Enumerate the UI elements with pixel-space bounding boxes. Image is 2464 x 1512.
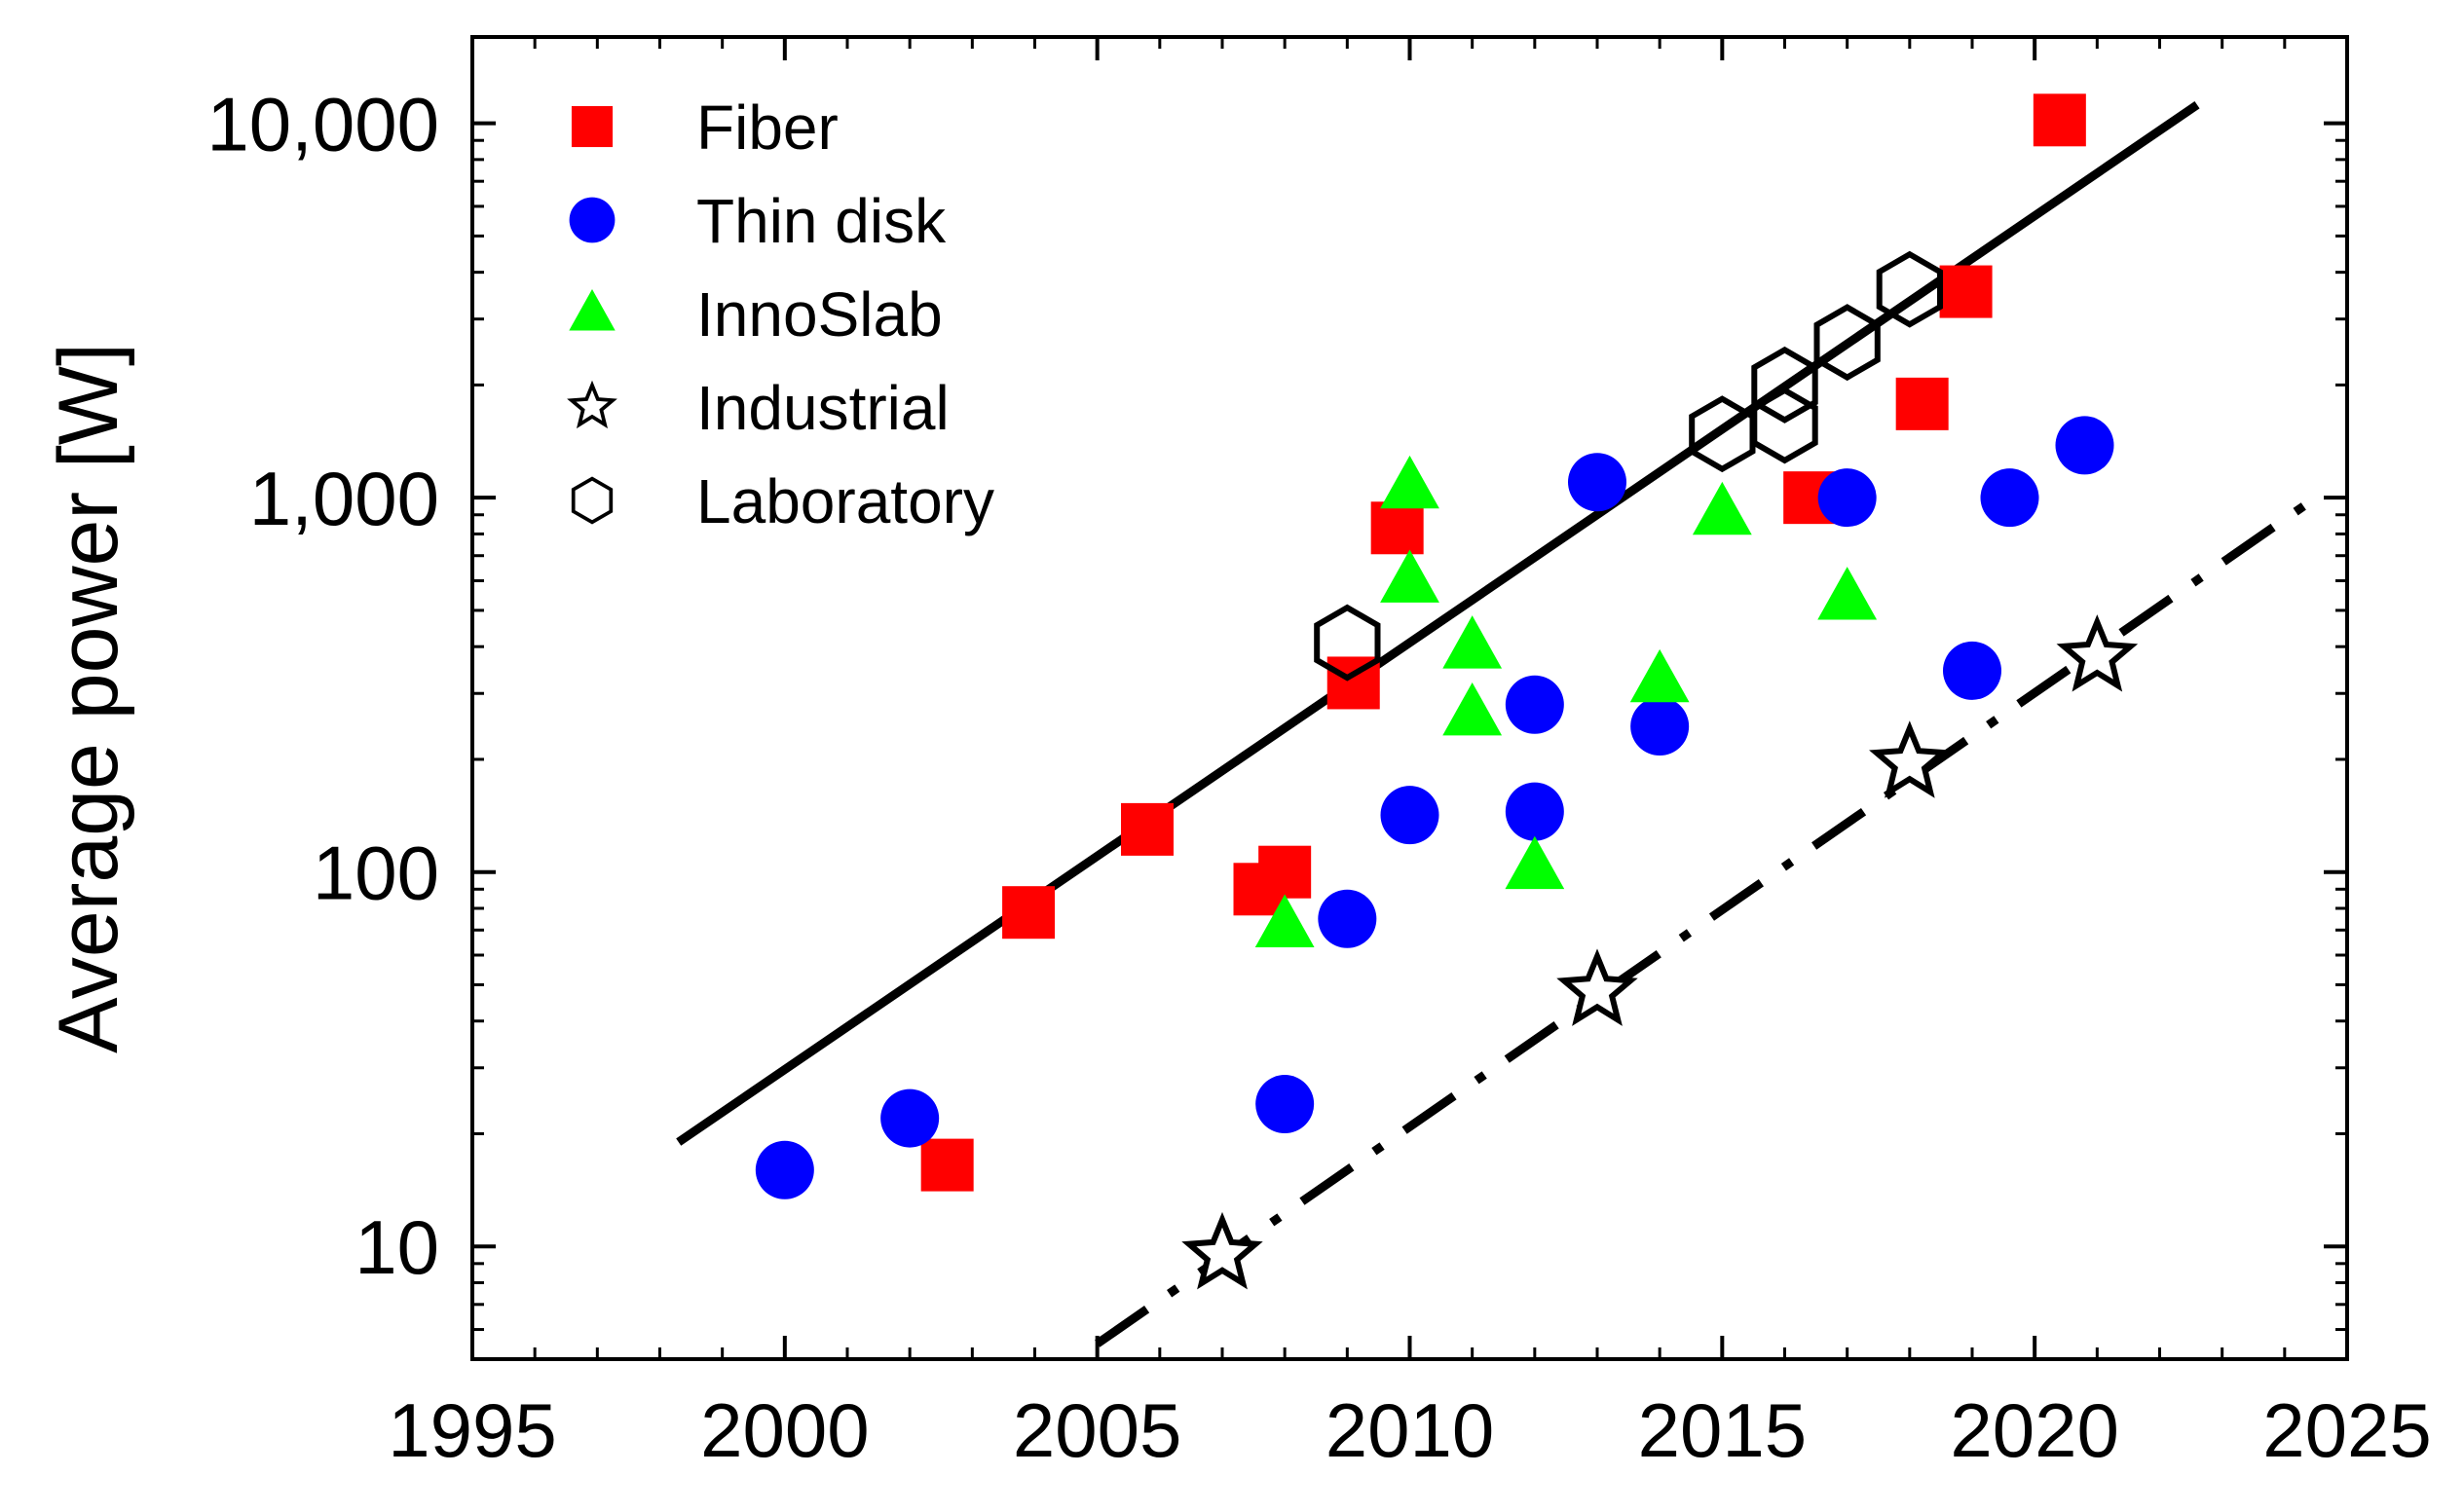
laboratory-point — [1751, 387, 1818, 464]
thin-disk-point — [1568, 453, 1626, 512]
thin-disk-point — [1817, 468, 1877, 528]
innoslab-point — [1380, 549, 1439, 603]
laboratory-point — [1751, 346, 1818, 424]
thin-disk-point — [2055, 416, 2114, 475]
thin-disk-point — [880, 1088, 940, 1148]
thin-disk-point — [1630, 697, 1690, 756]
data-markers — [755, 93, 2139, 1290]
industrial-point — [1869, 720, 1951, 798]
fiber-point — [1258, 845, 1312, 899]
legend-symbol-innoslab — [569, 289, 616, 331]
thin-disk-point — [1255, 1075, 1315, 1134]
fiber-point — [1895, 377, 1949, 430]
y-tick-label: 100 — [313, 830, 439, 916]
thin-disk-point — [1380, 786, 1439, 845]
legend: Fiber Thin disk InnoSlab Industrial Laborato… — [567, 92, 994, 536]
fiber-point — [1939, 265, 1993, 318]
fiber-point — [1002, 886, 1056, 940]
innoslab-point — [1442, 615, 1503, 669]
y-tick-labels: 10 100 1,000 10,000 — [206, 82, 439, 1291]
legend-label-laboratory: Laboratory — [696, 466, 994, 536]
legend-symbol-thin-disk — [569, 197, 616, 243]
innoslab-point — [1254, 894, 1315, 947]
legend-symbol-industrial — [567, 380, 617, 429]
innoslab-point — [1505, 835, 1565, 890]
x-tick-label: 2005 — [1013, 1387, 1182, 1473]
thin-disk-point — [1318, 889, 1377, 948]
thin-disk-point — [755, 1140, 814, 1199]
industrial-point — [1181, 1211, 1263, 1290]
legend-label-thin-disk: Thin disk — [696, 186, 947, 256]
fiber-point — [1121, 802, 1174, 856]
legend-label-innoslab: InnoSlab — [696, 279, 943, 350]
fiber-point — [2033, 93, 2086, 147]
innoslab-point — [1817, 567, 1878, 620]
x-tick-label: 2010 — [1325, 1387, 1495, 1473]
innoslab-point — [1442, 682, 1503, 736]
fiber-point — [1370, 501, 1424, 555]
legend-symbol-laboratory — [571, 476, 614, 525]
thin-disk-point — [1505, 675, 1564, 734]
x-tick-label: 2025 — [2262, 1387, 2432, 1473]
y-tick-label: 1,000 — [249, 456, 439, 541]
x-tick-label: 2015 — [1638, 1387, 1808, 1473]
laboratory-point — [1813, 304, 1881, 382]
y-tick-label: 10,000 — [206, 82, 439, 167]
x-tick-labels: 1995 2000 2005 2010 2015 2020 2025 — [388, 1387, 2432, 1473]
y-tick-label: 10 — [355, 1204, 439, 1290]
x-tick-label: 2020 — [1950, 1387, 2119, 1473]
industrial-point — [2056, 614, 2139, 692]
thin-disk-point — [1505, 782, 1564, 841]
legend-label-industrial: Industrial — [696, 373, 950, 443]
industrial-point — [1556, 948, 1638, 1026]
laboratory-point — [1876, 250, 1943, 328]
plot-frame — [470, 35, 2349, 1361]
innoslab-point — [1692, 481, 1752, 535]
legend-label-fiber: Fiber — [696, 92, 839, 163]
legend-symbol-fiber — [571, 105, 614, 148]
thin-disk-point — [1980, 468, 2039, 528]
innoslab-point — [1629, 648, 1690, 703]
thin-disk-point — [1943, 641, 2001, 700]
laboratory-point — [1314, 604, 1381, 682]
y-axis-title: Average power [W] — [42, 343, 135, 1053]
innoslab-point — [1380, 455, 1439, 509]
x-tick-label: 2000 — [700, 1387, 870, 1473]
x-tick-label: 1995 — [388, 1387, 557, 1473]
fiber-point — [920, 1138, 974, 1192]
